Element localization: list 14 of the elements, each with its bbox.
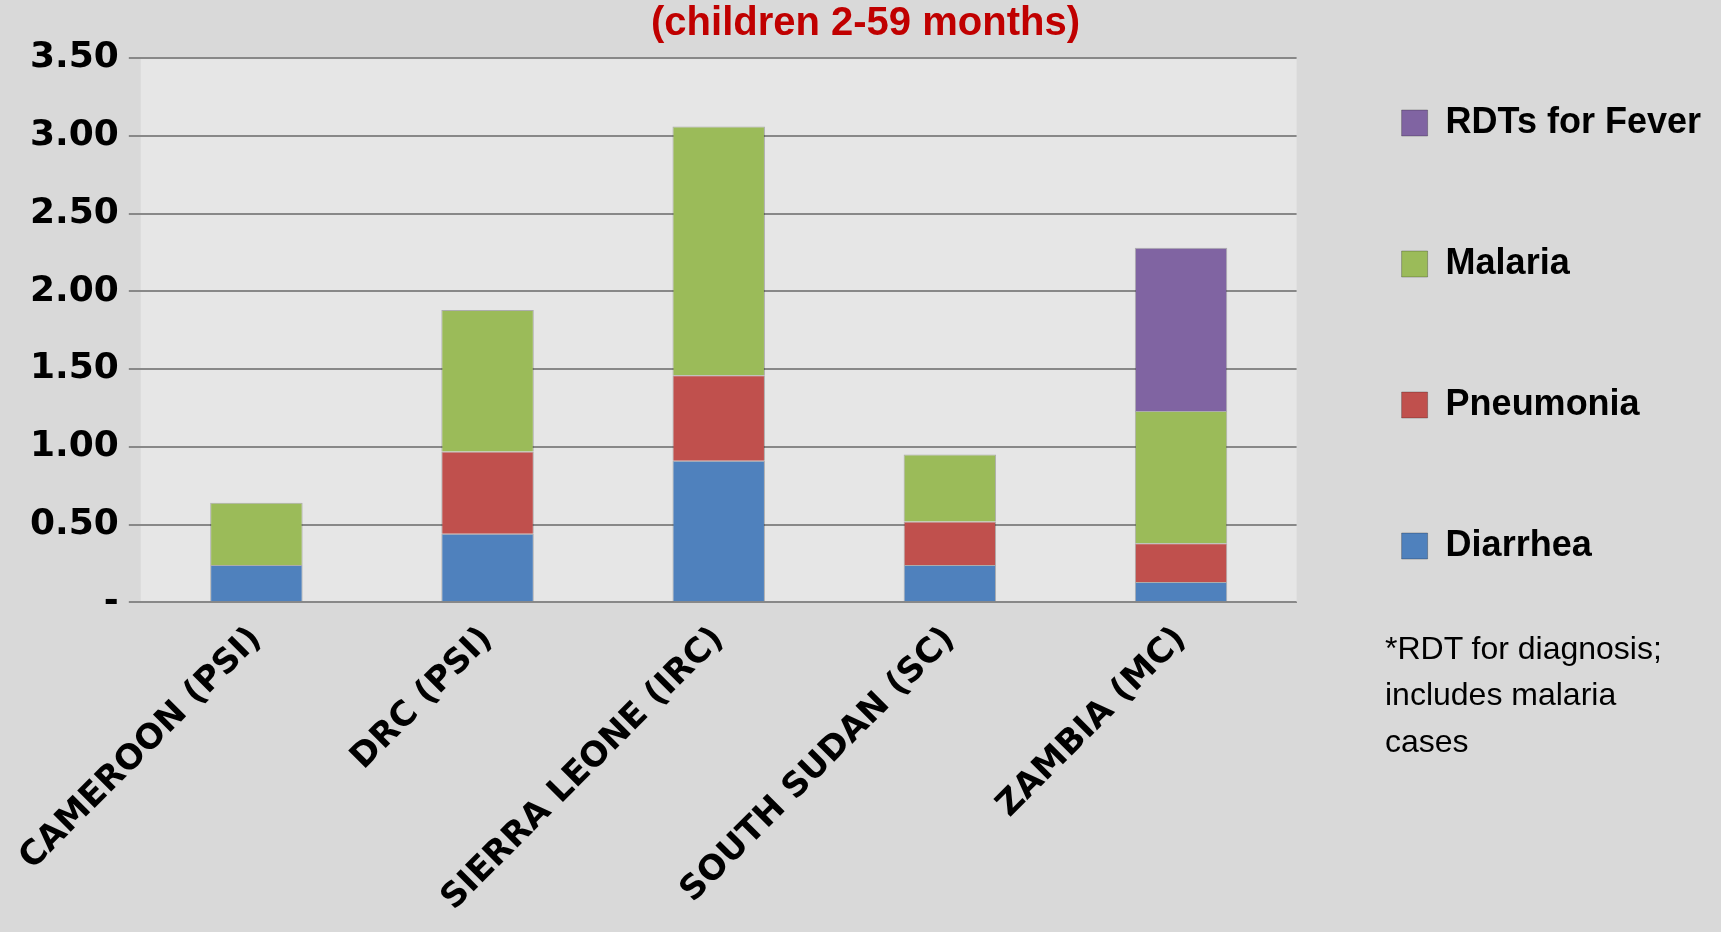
- y-tick-label: -: [103, 578, 119, 620]
- legend-label: Malaria: [1445, 240, 1571, 282]
- y-tick-label: 1.00: [29, 423, 119, 465]
- legend-label: Pneumonia: [1445, 381, 1641, 423]
- y-tick-label: 2.00: [29, 267, 119, 309]
- y-tick-label: 3.50: [29, 34, 119, 76]
- y-tick-label: 1.50: [29, 345, 119, 387]
- legend-label: Diarrhea: [1445, 522, 1593, 564]
- y-tick-label: 2.50: [29, 189, 119, 231]
- chart-title: (children 2-59 months): [651, 0, 1080, 44]
- text: *RDT for diagnosis; includes malaria cases: [1385, 629, 1663, 761]
- y-tick-label: 0.50: [29, 500, 119, 542]
- legend-label: RDTs for Fever: [1445, 99, 1702, 141]
- y-tick-label: 3.00: [29, 112, 119, 154]
